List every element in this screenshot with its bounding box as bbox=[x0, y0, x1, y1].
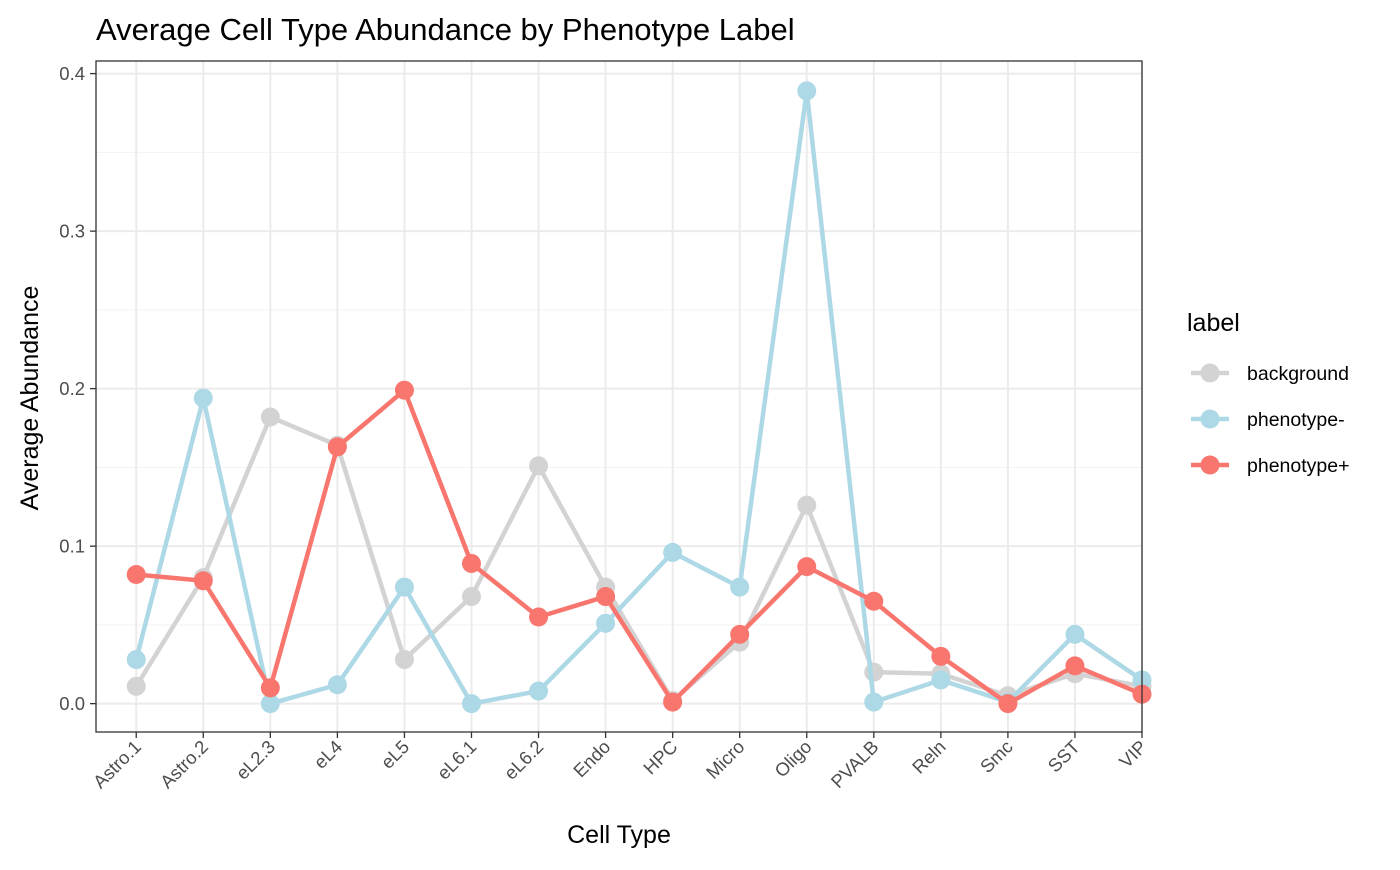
x-tick-label: Endo bbox=[569, 736, 614, 781]
legend-label: phenotype+ bbox=[1247, 455, 1349, 477]
data-point bbox=[998, 694, 1018, 714]
data-point bbox=[260, 678, 280, 698]
data-point bbox=[864, 692, 884, 712]
x-tick-label: PVALB bbox=[827, 736, 883, 792]
legend-key-point bbox=[1200, 455, 1220, 475]
legend-label: phenotype- bbox=[1247, 409, 1345, 431]
data-point bbox=[596, 587, 616, 607]
panel-border bbox=[95, 60, 1143, 733]
data-point bbox=[529, 607, 549, 627]
x-tick-label: Reln bbox=[908, 736, 950, 778]
y-axis-title: Average Abundance bbox=[16, 286, 44, 511]
data-point bbox=[260, 694, 280, 714]
data-point bbox=[529, 681, 549, 701]
data-point bbox=[797, 557, 817, 577]
data-point bbox=[529, 456, 549, 476]
data-point bbox=[596, 613, 616, 633]
data-point bbox=[931, 670, 951, 690]
data-point bbox=[730, 624, 750, 644]
data-point bbox=[327, 675, 347, 695]
data-point bbox=[797, 81, 817, 101]
data-point bbox=[126, 650, 146, 670]
legend-key-point bbox=[1200, 409, 1220, 429]
x-tick-label: Astro.2 bbox=[156, 736, 212, 792]
data-point bbox=[394, 380, 414, 400]
data-point bbox=[126, 676, 146, 696]
x-tick-label: Astro.1 bbox=[89, 736, 145, 792]
y-tick-label: 0.3 bbox=[59, 221, 85, 242]
legend-item-phenotype-: phenotype- bbox=[1191, 409, 1345, 431]
series-phenotype- bbox=[126, 81, 1152, 714]
data-point bbox=[126, 564, 146, 584]
data-point bbox=[864, 662, 884, 682]
legend: label background phenotype-phenotype+ bbox=[1187, 309, 1349, 477]
legend-label: background bbox=[1247, 363, 1349, 385]
chart-title: Average Cell Type Abundance by Phenotype… bbox=[96, 12, 795, 47]
data-point bbox=[394, 650, 414, 670]
series-line bbox=[134, 88, 1144, 706]
x-tick-label: VIP bbox=[1115, 736, 1151, 772]
legend-item-phenotype+: phenotype+ bbox=[1191, 455, 1349, 477]
legend-title: label bbox=[1187, 309, 1240, 337]
data-point bbox=[1065, 656, 1085, 676]
x-tick-label: SST bbox=[1043, 736, 1083, 776]
data-point bbox=[394, 577, 414, 597]
data-point bbox=[193, 571, 213, 591]
legend-item-background: background bbox=[1191, 363, 1349, 385]
data-point bbox=[663, 692, 683, 712]
data-point bbox=[931, 646, 951, 666]
data-point bbox=[193, 388, 213, 408]
data-point bbox=[797, 495, 817, 515]
x-tick-label: eL6.1 bbox=[433, 736, 481, 784]
data-point bbox=[461, 587, 481, 607]
x-tick-label: HPC bbox=[639, 736, 681, 778]
data-point bbox=[260, 407, 280, 427]
x-axis-title: Cell Type bbox=[567, 821, 671, 849]
x-tick-label: eL6.2 bbox=[500, 736, 548, 784]
x-tick-label: Smc bbox=[976, 736, 1017, 777]
data-point bbox=[461, 694, 481, 714]
y-tick-label: 0.2 bbox=[59, 378, 85, 399]
x-tick-label: eL5 bbox=[377, 736, 414, 773]
legend-key-point bbox=[1200, 363, 1220, 383]
data-point bbox=[461, 553, 481, 573]
series-layer bbox=[126, 81, 1152, 714]
series-line bbox=[134, 414, 1143, 703]
x-tick-label: Oligo bbox=[770, 736, 815, 781]
data-point bbox=[1065, 624, 1085, 644]
x-tick-label: Micro bbox=[702, 736, 749, 783]
x-tick-label: eL4 bbox=[310, 736, 347, 773]
y-tick-label: 0.1 bbox=[59, 536, 85, 557]
y-tick-label: 0.0 bbox=[59, 693, 85, 714]
data-point bbox=[327, 437, 347, 457]
y-tick-label: 0.4 bbox=[59, 63, 85, 84]
data-point bbox=[663, 542, 683, 562]
data-point bbox=[864, 591, 884, 611]
data-point bbox=[730, 577, 750, 597]
x-tick-label: eL2.3 bbox=[232, 736, 280, 784]
series-line bbox=[136, 387, 1143, 706]
